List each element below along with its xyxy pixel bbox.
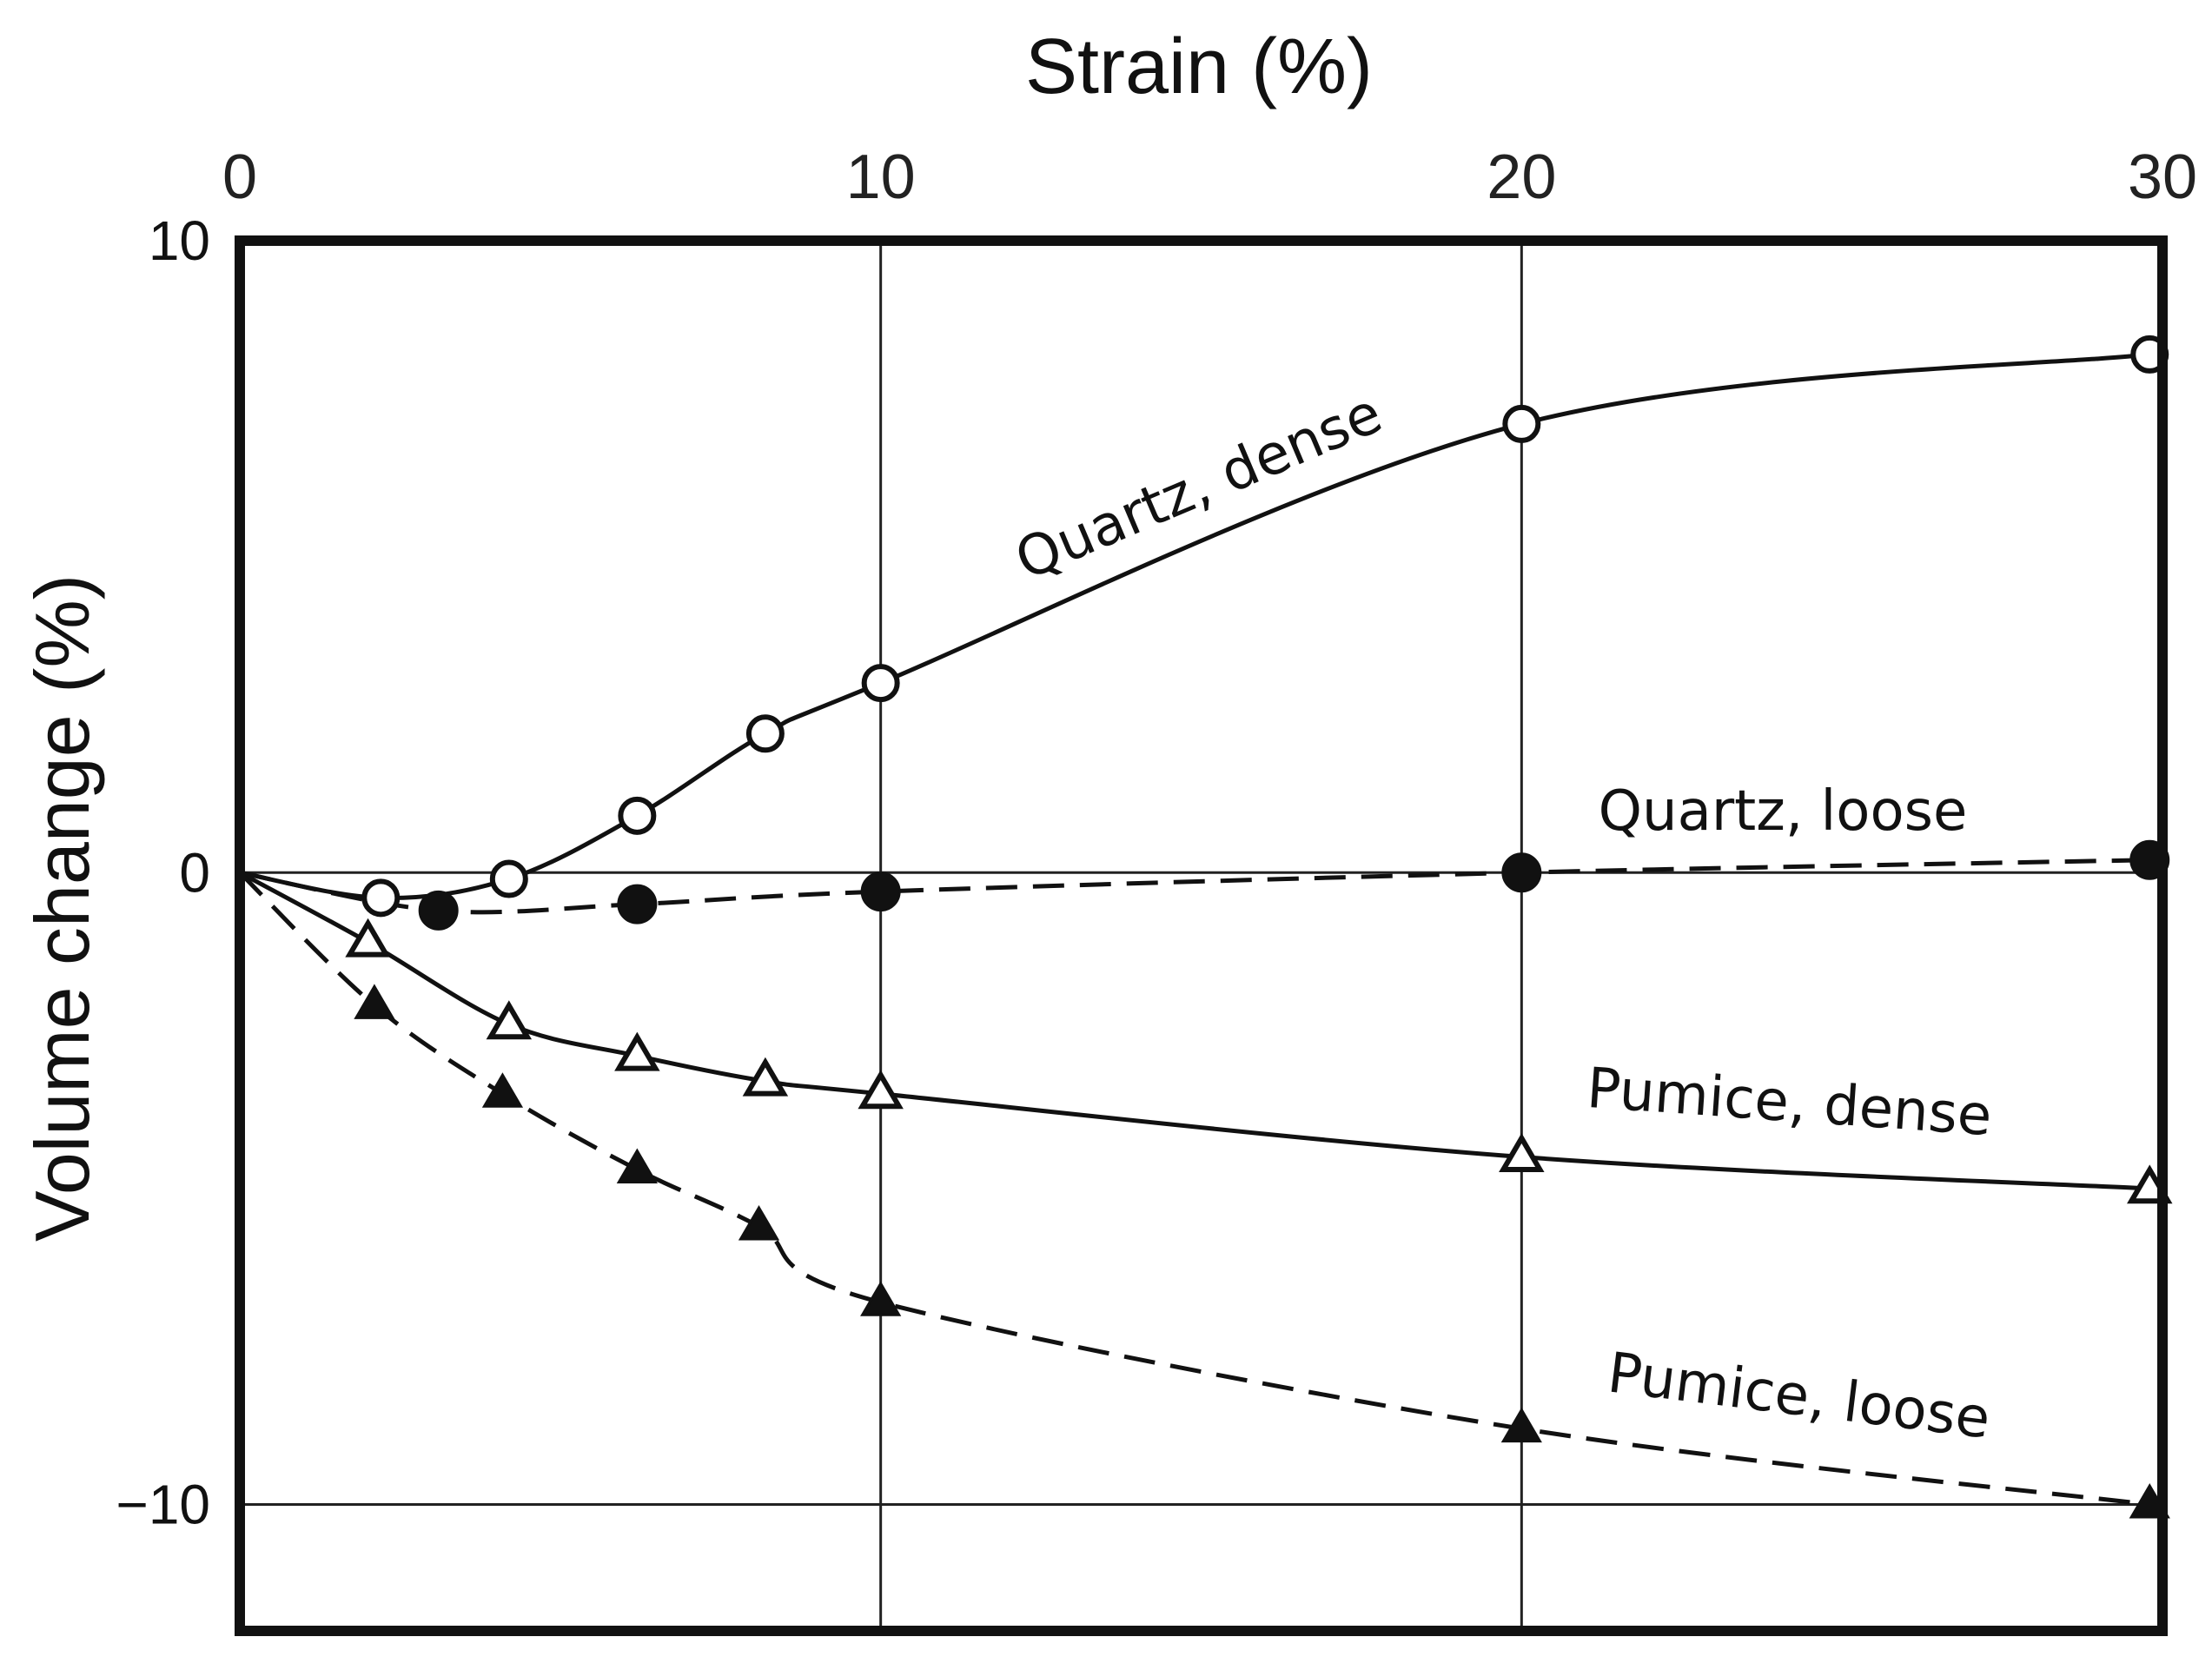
data-point-quartz-loose	[862, 872, 900, 911]
x-axis-title: Strain (%)	[1025, 23, 1373, 110]
y-tick-label: 10	[149, 209, 210, 272]
series-label-quartz-loose: Quartz, loose	[1599, 779, 1968, 844]
data-point-quartz-dense	[864, 666, 897, 699]
data-point-quartz-loose	[618, 885, 656, 924]
y-tick-label: 0	[179, 841, 210, 904]
y-axis-title: Volume change (%)	[19, 574, 105, 1242]
data-point-quartz-dense	[620, 799, 653, 832]
data-point-quartz-loose	[420, 891, 458, 930]
x-tick-label: 20	[1487, 142, 1556, 212]
x-tick-label: 30	[2128, 142, 2197, 212]
data-point-quartz-dense	[1505, 408, 1538, 441]
data-point-quartz-dense	[749, 717, 782, 750]
x-tick-label: 0	[222, 142, 257, 212]
x-tick-label: 10	[846, 142, 916, 212]
data-point-quartz-dense	[364, 881, 397, 914]
data-point-quartz-loose	[1502, 853, 1540, 891]
data-point-quartz-dense	[493, 863, 526, 896]
y-tick-label: −10	[116, 1474, 210, 1536]
